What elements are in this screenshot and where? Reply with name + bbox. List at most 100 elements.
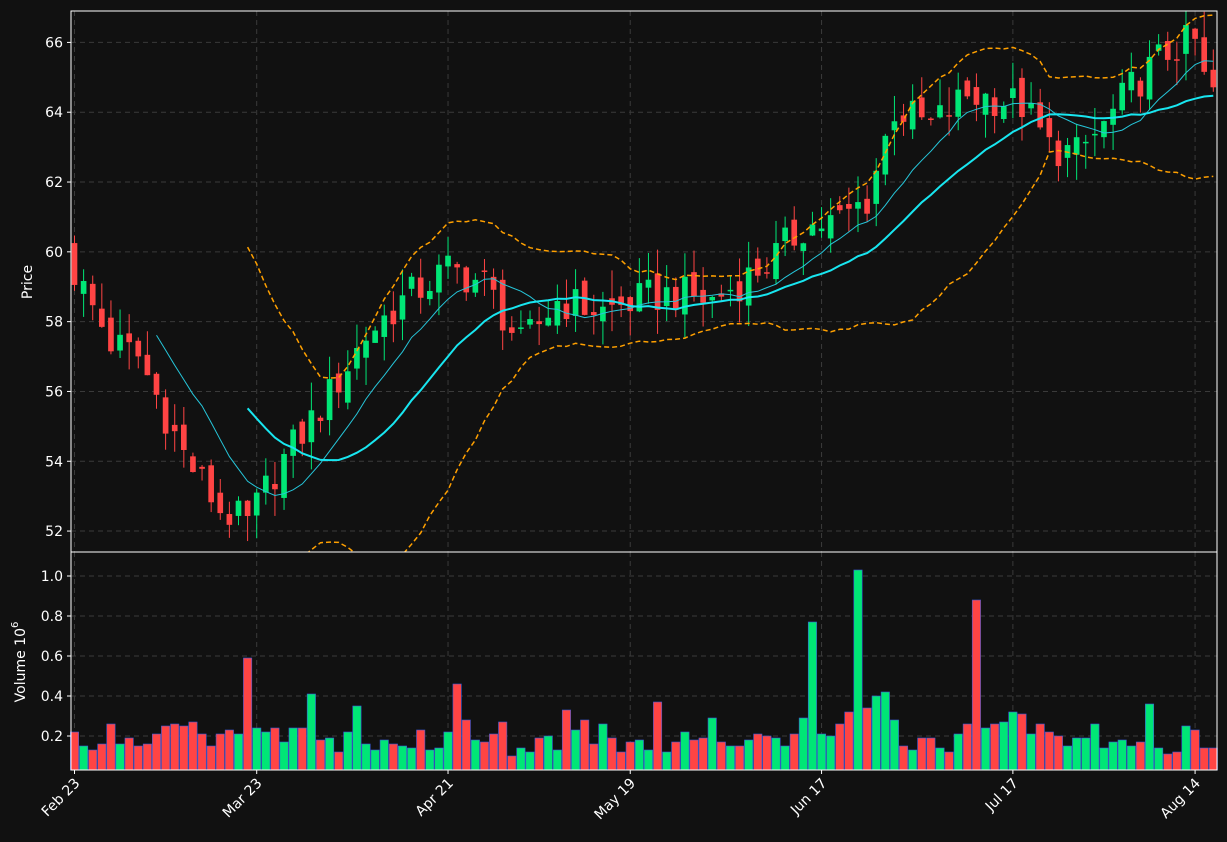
volume-bar	[1145, 703, 1155, 771]
candle-body	[244, 500, 251, 517]
price-tick-label: 62	[45, 175, 63, 191]
candle-body	[818, 228, 825, 232]
volume-bar	[880, 691, 890, 771]
candle-body	[372, 330, 378, 343]
candle-body	[809, 224, 816, 236]
candle-body	[71, 243, 78, 285]
volume-bar	[133, 745, 143, 771]
candle-body	[654, 273, 661, 310]
candle-body	[171, 424, 178, 432]
volume-bar	[498, 721, 508, 771]
candle-body	[527, 319, 533, 325]
volume-tick-label: 0.4	[41, 689, 63, 705]
volume-bar	[835, 723, 845, 771]
volume-bar	[525, 751, 535, 771]
volume-bar	[826, 735, 836, 771]
candle-body	[108, 317, 114, 352]
candle-body	[89, 283, 96, 306]
candle-body	[937, 105, 943, 118]
candle-body	[645, 279, 652, 288]
volume-bar	[653, 701, 663, 771]
candle-body	[1155, 44, 1162, 51]
volume-bar	[1099, 747, 1109, 771]
volume-bar	[671, 741, 681, 771]
candle-body	[463, 267, 470, 293]
volume-bar	[425, 749, 435, 771]
price-tick-label: 56	[45, 384, 63, 400]
candle-body	[1137, 80, 1144, 97]
candle-body	[891, 121, 898, 131]
volume-bar	[1053, 735, 1063, 771]
volume-bar	[179, 725, 189, 771]
volume-bar	[1090, 723, 1100, 771]
volume-bar	[571, 729, 581, 771]
candle-body	[636, 283, 643, 312]
candle-body	[1192, 28, 1198, 39]
volume-bar	[170, 723, 180, 771]
candle-body	[508, 327, 515, 333]
volume-bar	[197, 733, 207, 771]
candle-body	[262, 475, 269, 493]
volume-bar	[79, 745, 89, 771]
candle-body	[1110, 108, 1116, 125]
volume-bar	[142, 743, 152, 771]
candle-body	[572, 289, 579, 316]
candle-body	[326, 379, 333, 421]
candle-body	[1174, 59, 1180, 61]
candle-body	[663, 287, 670, 307]
candle-body	[1028, 103, 1034, 109]
sma-short-line	[156, 60, 1214, 497]
candle-body	[381, 315, 388, 337]
volume-bar	[689, 739, 699, 771]
volume-bar	[1044, 731, 1054, 771]
volume-bar	[252, 727, 262, 771]
candle-body	[135, 340, 142, 357]
volume-bar	[944, 751, 954, 771]
volume-bar	[1063, 745, 1073, 771]
candle-body	[1073, 137, 1080, 155]
candle-body	[235, 500, 242, 516]
candle-body	[1055, 140, 1062, 167]
candle-body	[955, 89, 962, 117]
candle-body	[1128, 71, 1135, 91]
candle-body	[417, 277, 424, 298]
candle-body	[426, 290, 433, 300]
candle-body	[882, 135, 889, 175]
volume-bar	[470, 739, 480, 771]
candle-body	[691, 272, 697, 296]
candle-body	[618, 296, 624, 306]
volume-axis-label-text: Volume 10	[13, 628, 29, 702]
candle-body	[1082, 141, 1089, 144]
candle-body	[1046, 118, 1053, 138]
volume-bar	[270, 727, 280, 771]
candle-body	[499, 279, 506, 331]
candle-body	[1000, 106, 1007, 120]
volume-bar	[152, 733, 161, 771]
volume-bar	[343, 731, 353, 771]
volume-bar	[780, 745, 790, 771]
volume-bar	[1135, 741, 1145, 771]
candle-body	[982, 93, 989, 115]
volume-bar	[1199, 747, 1209, 771]
volume-bar	[388, 743, 398, 771]
volume-bar	[461, 719, 471, 771]
candle-body	[754, 258, 761, 276]
candle-body	[1183, 25, 1189, 54]
candle-body	[436, 264, 442, 293]
candle-body	[600, 306, 606, 322]
candle-body	[718, 293, 725, 297]
candle-body	[864, 198, 870, 214]
candle-body	[1146, 56, 1153, 100]
volume-bar	[634, 739, 644, 771]
candle-body	[1037, 102, 1044, 128]
candle-body	[490, 276, 497, 290]
bollinger-upper-line	[246, 14, 1214, 379]
volume-bar	[261, 731, 271, 771]
volume-bar	[70, 731, 79, 771]
volume-bar	[1072, 737, 1082, 771]
candle-body	[727, 289, 734, 292]
candle-body	[253, 492, 260, 516]
candle-body	[208, 465, 214, 503]
volume-bar	[206, 745, 216, 771]
price-tick-label: 58	[45, 315, 63, 331]
